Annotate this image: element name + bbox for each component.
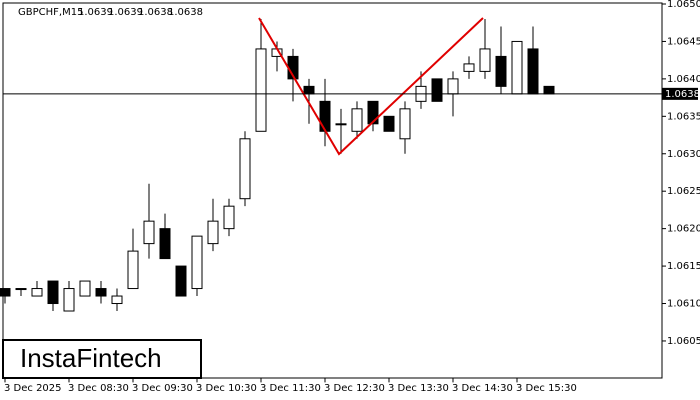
- x-tick-label: 3 Dec 13:30: [388, 383, 449, 394]
- logo-box: [2, 339, 202, 379]
- candle-body: [15, 288, 27, 291]
- x-tick-label: 3 Dec 09:30: [132, 383, 193, 394]
- x-tick-label: 3 Dec 2025: [4, 383, 62, 394]
- candle-body: [367, 100, 379, 125]
- candle-body: [447, 78, 459, 95]
- logo: InstaFintech: [20, 343, 162, 373]
- y-tick-label: 1.0625: [667, 186, 700, 197]
- y-tick-label: 1.0630: [667, 149, 700, 160]
- candle-body: [63, 288, 75, 312]
- header-value: 1.0639: [108, 7, 143, 18]
- price-tag-label: 1.0638: [665, 89, 700, 100]
- candle-body: [31, 288, 43, 297]
- y-tick-label: 1.0615: [667, 261, 700, 272]
- price-tag: [662, 87, 698, 100]
- candle-body: [543, 85, 555, 95]
- x-tick-label: 3 Dec 08:30: [68, 383, 129, 394]
- candle-body: [319, 100, 331, 132]
- header-value: 1.0639: [78, 7, 113, 18]
- x-tick-label: 3 Dec 10:30: [196, 383, 257, 394]
- candle-body: [255, 48, 267, 132]
- y-tick-label: 1.0650: [667, 0, 700, 10]
- y-tick-label: 1.0610: [667, 299, 700, 310]
- plot-frame: [2, 2, 663, 379]
- header-value: 1.0638: [138, 7, 173, 18]
- y-tick-label: 1.0635: [667, 111, 700, 122]
- candle-body: [383, 115, 395, 132]
- y-tick-label: 1.0605: [667, 336, 700, 347]
- candle-body: [191, 235, 203, 290]
- x-tick-label: 3 Dec 15:30: [516, 383, 577, 394]
- candle-body: [479, 48, 491, 72]
- candle-body: [239, 138, 251, 200]
- y-tick-label: 1.0640: [667, 74, 700, 85]
- candle-body: [351, 108, 363, 132]
- y-tick-label: 1.0645: [667, 36, 700, 47]
- candle-body: [111, 295, 123, 305]
- candle-body: [399, 108, 411, 140]
- candle-body: [143, 220, 155, 245]
- pattern-line: [258, 17, 484, 156]
- candle-body: [79, 280, 91, 297]
- candle-body: [527, 48, 539, 95]
- candle-body: [335, 123, 347, 126]
- candle-body: [463, 63, 475, 72]
- candle-body: [95, 288, 107, 297]
- candle-body: [175, 265, 187, 297]
- candle-body: [159, 228, 171, 260]
- candle-body: [431, 78, 443, 102]
- candle-body: [127, 250, 139, 290]
- header-value: 1.0638: [168, 7, 203, 18]
- candle-body: [207, 220, 219, 245]
- x-tick-label: 3 Dec 11:30: [260, 383, 321, 394]
- candle-body: [47, 280, 59, 305]
- candle-body: [303, 85, 315, 95]
- candle-body: [495, 55, 507, 87]
- y-tick-label: 1.0620: [667, 224, 700, 235]
- candle-body: [223, 205, 235, 230]
- x-tick-label: 3 Dec 12:30: [324, 383, 385, 394]
- candle-body: [0, 288, 11, 297]
- x-tick-label: 3 Dec 14:30: [452, 383, 513, 394]
- chart-title: GBPCHF,M15: [18, 7, 83, 18]
- candle-body: [511, 40, 523, 95]
